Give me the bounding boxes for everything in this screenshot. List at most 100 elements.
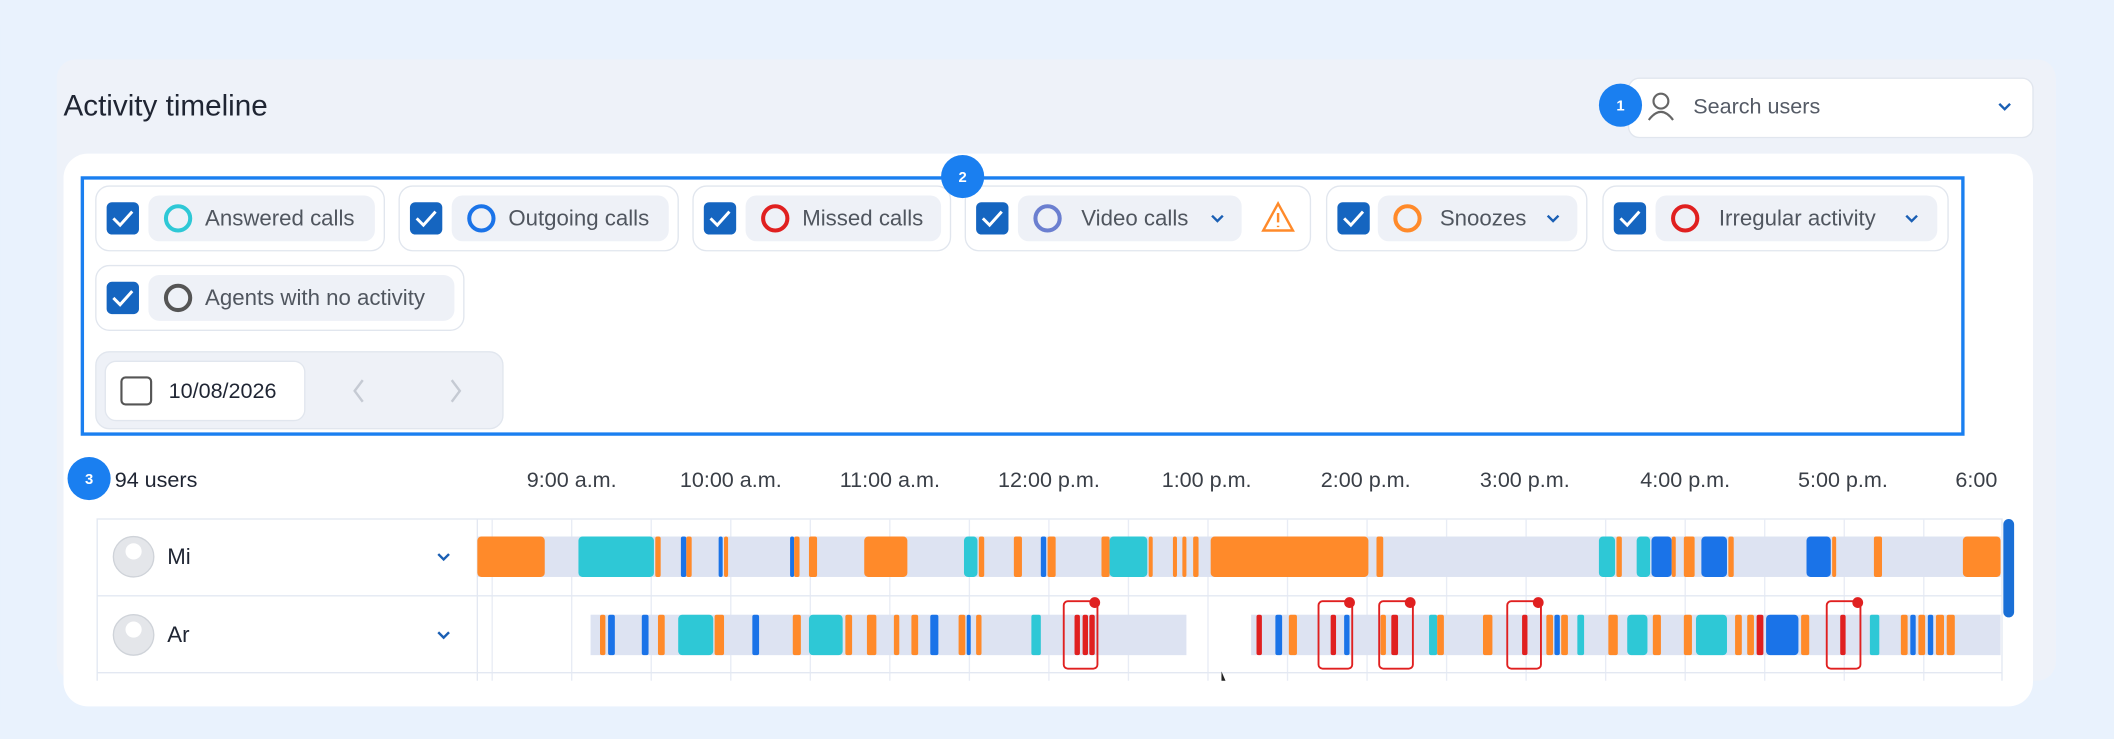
search-box[interactable]: Search users: [1627, 77, 2034, 139]
scrollbar[interactable]: [2003, 518, 2015, 618]
activity-segment[interactable]: [1344, 614, 1350, 656]
activity-segment[interactable]: [1627, 614, 1648, 656]
next-arrow[interactable]: [450, 379, 462, 403]
checkbox[interactable]: [1613, 202, 1647, 235]
activity-segment[interactable]: [963, 536, 978, 577]
activity-segment[interactable]: [477, 536, 545, 577]
activity-segment[interactable]: [808, 614, 843, 656]
irregular-marker[interactable]: [1378, 600, 1414, 670]
activity-segment[interactable]: [680, 536, 687, 577]
activity-segment[interactable]: [1040, 536, 1047, 577]
activity-segment[interactable]: [1089, 614, 1095, 656]
activity-segment[interactable]: [1482, 614, 1493, 656]
activity-segment[interactable]: [1608, 614, 1618, 656]
prev-arrow[interactable]: [353, 379, 364, 403]
activity-segment[interactable]: [1047, 536, 1056, 577]
activity-segment[interactable]: [600, 614, 606, 656]
activity-segment[interactable]: [641, 614, 649, 656]
activity-segment[interactable]: [1695, 614, 1727, 656]
activity-segment[interactable]: [1756, 614, 1764, 656]
activity-segment[interactable]: [1275, 614, 1283, 656]
activity-segment[interactable]: [1013, 536, 1022, 577]
checkbox[interactable]: [409, 202, 443, 235]
search-field[interactable]: [1627, 77, 2034, 139]
activity-segment[interactable]: [1391, 614, 1399, 656]
activity-segment[interactable]: [958, 614, 966, 656]
activity-segment[interactable]: [1683, 536, 1695, 577]
activity-segment[interactable]: [1554, 614, 1560, 656]
activity-segment[interactable]: [1766, 614, 1799, 656]
activity-segment[interactable]: [1082, 614, 1089, 656]
activity-segment[interactable]: [1735, 614, 1742, 656]
checkbox[interactable]: [1337, 202, 1370, 235]
activity-segment[interactable]: [1522, 614, 1528, 656]
activity-segment[interactable]: [686, 536, 692, 577]
checkbox[interactable]: [976, 202, 1009, 235]
activity-segment[interactable]: [1962, 536, 2001, 577]
activity-segment[interactable]: [866, 614, 877, 656]
activity-segment[interactable]: [714, 614, 725, 656]
activity-segment[interactable]: [1873, 536, 1883, 577]
activity-segment[interactable]: [578, 536, 654, 577]
checkbox[interactable]: [703, 202, 737, 235]
activity-segment[interactable]: [1376, 536, 1384, 577]
activity-segment[interactable]: [1801, 614, 1810, 656]
activity-segment[interactable]: [1701, 536, 1727, 577]
activity-segment[interactable]: [678, 614, 714, 656]
activity-segment[interactable]: [1900, 614, 1908, 656]
activity-segment[interactable]: [1101, 536, 1110, 577]
activity-segment[interactable]: [893, 614, 900, 656]
activity-segment[interactable]: [1330, 614, 1337, 656]
activity-segment[interactable]: [1683, 614, 1692, 656]
irregular-marker[interactable]: [1825, 600, 1862, 670]
activity-segment[interactable]: [1561, 614, 1568, 656]
activity-segment[interactable]: [1946, 614, 1955, 656]
activity-segment[interactable]: [1577, 614, 1585, 656]
activity-segment[interactable]: [608, 614, 615, 656]
activity-segment[interactable]: [1910, 614, 1916, 656]
activity-segment[interactable]: [655, 536, 661, 577]
activity-segment[interactable]: [794, 536, 800, 577]
date-field[interactable]: [104, 360, 306, 422]
activity-segment[interactable]: [1840, 614, 1846, 656]
activity-segment[interactable]: [1288, 614, 1297, 656]
activity-segment[interactable]: [966, 614, 971, 656]
activity-segment[interactable]: [1429, 614, 1438, 656]
activity-segment[interactable]: [718, 536, 723, 577]
activity-segment[interactable]: [1935, 614, 1945, 656]
activity-segment[interactable]: [1806, 536, 1831, 577]
activity-segment[interactable]: [1927, 614, 1934, 656]
activity-segment[interactable]: [1918, 614, 1926, 656]
irregular-marker[interactable]: [1506, 600, 1542, 670]
activity-segment[interactable]: [1671, 536, 1676, 577]
activity-segment[interactable]: [1747, 614, 1754, 656]
activity-segment[interactable]: [724, 536, 729, 577]
activity-segment[interactable]: [792, 614, 801, 656]
activity-segment[interactable]: [657, 614, 665, 656]
activity-segment[interactable]: [1437, 614, 1444, 656]
activity-segment[interactable]: [1616, 536, 1622, 577]
checkbox[interactable]: [106, 281, 139, 315]
activity-segment[interactable]: [864, 536, 908, 577]
activity-segment[interactable]: [1182, 536, 1187, 577]
activity-segment[interactable]: [911, 614, 919, 656]
activity-segment[interactable]: [845, 614, 853, 656]
activity-segment[interactable]: [930, 614, 939, 656]
activity-segment[interactable]: [1193, 536, 1199, 577]
activity-segment[interactable]: [1636, 536, 1651, 577]
activity-segment[interactable]: [1869, 614, 1880, 656]
activity-segment[interactable]: [978, 536, 985, 577]
activity-segment[interactable]: [808, 536, 818, 577]
checkbox[interactable]: [106, 202, 139, 235]
activity-segment[interactable]: [1598, 536, 1616, 577]
activity-segment[interactable]: [976, 614, 982, 656]
activity-segment[interactable]: [1210, 536, 1369, 577]
activity-segment[interactable]: [1031, 614, 1041, 656]
activity-segment[interactable]: [1109, 536, 1148, 577]
activity-segment[interactable]: [1652, 614, 1661, 656]
activity-segment[interactable]: [1546, 614, 1554, 656]
activity-segment[interactable]: [1380, 614, 1386, 656]
activity-segment[interactable]: [1172, 536, 1177, 577]
activity-segment[interactable]: [1148, 536, 1153, 577]
activity-segment[interactable]: [1728, 536, 1734, 577]
